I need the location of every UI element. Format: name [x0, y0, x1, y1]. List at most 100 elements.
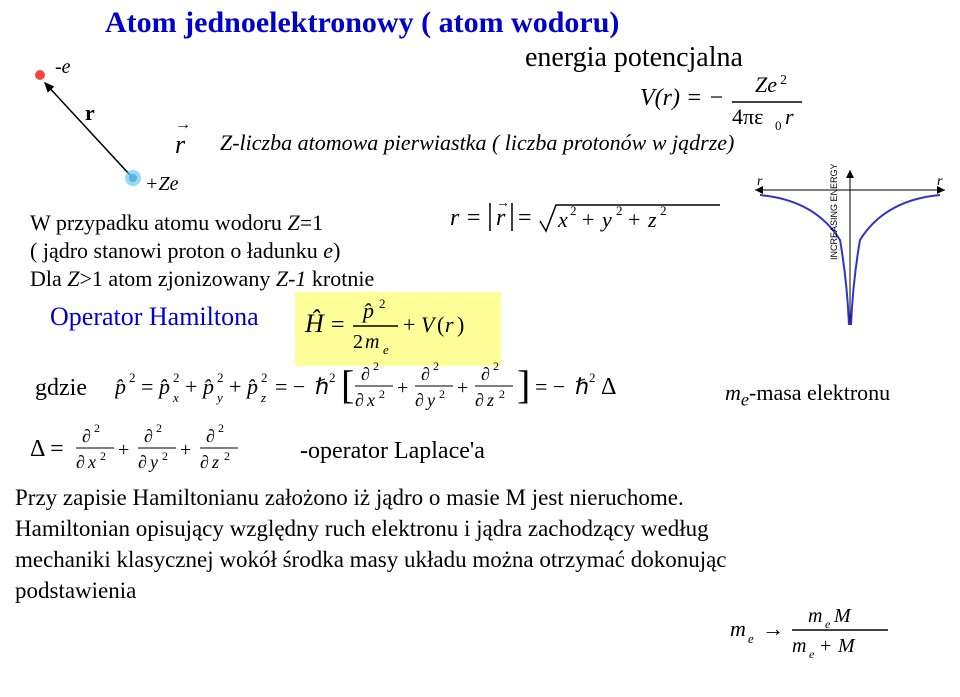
case-line-1: W przypadku atomu wodoru Z=1 — [30, 210, 323, 236]
svg-text:M: M — [837, 635, 856, 657]
svg-text:p̂: p̂ — [115, 374, 126, 399]
svg-text:r: r — [85, 100, 95, 125]
svg-text:2: 2 — [570, 203, 577, 218]
svg-text:2: 2 — [261, 370, 268, 385]
svg-text:+: + — [457, 377, 468, 399]
svg-text:2: 2 — [162, 449, 168, 463]
svg-text:= −: = − — [275, 374, 305, 399]
svg-text:Ze: Ze — [755, 72, 777, 97]
svg-text:∂: ∂ — [481, 364, 490, 384]
svg-text:∂: ∂ — [475, 390, 484, 410]
svg-text:2: 2 — [173, 370, 180, 385]
gdzie-label: gdzie — [35, 375, 87, 402]
svg-text:4πε: 4πε — [732, 104, 763, 129]
svg-text:p̂: p̂ — [201, 374, 214, 399]
svg-text:p̂: p̂ — [361, 298, 374, 323]
svg-text:2: 2 — [379, 387, 385, 401]
svg-text:2: 2 — [100, 449, 106, 463]
svg-text:+: + — [582, 207, 594, 232]
svg-text:y: y — [148, 452, 158, 472]
potential-curve-plot: r r INCREASING ENERGY — [745, 160, 955, 330]
laplacian-def: Δ = ∂ 2 ∂ x 2 + ∂ 2 ∂ y 2 + ∂ 2 ∂ z 2 — [30, 420, 290, 486]
svg-text:+Ze: +Ze — [145, 173, 179, 195]
r-magnitude-eq: r = r → = x 2 + y 2 + z 2 — [450, 195, 730, 246]
svg-text:2: 2 — [217, 370, 224, 385]
svg-text:2: 2 — [616, 203, 623, 218]
svg-text:m: m — [808, 605, 822, 627]
svg-text:e: e — [809, 647, 815, 661]
bottom-paragraph: Przy zapisie Hamiltonianu założono iż ją… — [15, 482, 735, 606]
svg-text:2: 2 — [433, 359, 439, 373]
me-mass-label: me-masa elektronu — [725, 380, 890, 410]
svg-text:2: 2 — [379, 296, 386, 311]
svg-text:ℏ: ℏ — [575, 374, 589, 399]
svg-text:x: x — [557, 207, 568, 232]
svg-text:z: z — [211, 452, 219, 472]
svg-text:e: e — [825, 617, 831, 631]
svg-text:z: z — [486, 390, 494, 410]
svg-text:Ĥ: Ĥ — [304, 309, 325, 338]
svg-text:+: + — [180, 439, 191, 461]
svg-text:p̂: p̂ — [245, 374, 258, 399]
svg-text:∂: ∂ — [361, 364, 370, 384]
svg-text:+: + — [403, 312, 415, 337]
svg-text:INCREASING ENERGY: INCREASING ENERGY — [829, 163, 839, 260]
svg-text:2: 2 — [373, 359, 379, 373]
svg-text:]: ] — [517, 362, 530, 407]
svg-text:2: 2 — [129, 370, 136, 385]
svg-text:2: 2 — [589, 370, 596, 385]
svg-text:r: r — [937, 174, 943, 189]
svg-text:): ) — [457, 312, 464, 337]
svg-text:y: y — [600, 207, 612, 232]
svg-text:r =: r = — [450, 205, 482, 231]
svg-text:+: + — [185, 374, 197, 399]
r-vector-symbol: r→ — [175, 130, 185, 160]
svg-text:2: 2 — [499, 387, 505, 401]
svg-text:→: → — [496, 196, 510, 211]
svg-text:2: 2 — [218, 421, 224, 435]
svg-text:r: r — [757, 174, 763, 189]
svg-text:V(r) = −: V(r) = − — [640, 85, 724, 111]
svg-text:∂: ∂ — [355, 390, 364, 410]
case-line-2: ( jądro stanowi proton o ładunku e) — [30, 238, 340, 264]
svg-text:∂: ∂ — [76, 452, 85, 472]
svg-text:∂: ∂ — [421, 364, 430, 384]
svg-text:=: = — [518, 205, 532, 231]
svg-text:0: 0 — [775, 118, 782, 133]
svg-text:(: ( — [437, 312, 444, 337]
svg-text:2: 2 — [493, 359, 499, 373]
svg-text:2: 2 — [439, 387, 445, 401]
svg-text:Δ =: Δ = — [30, 436, 64, 462]
svg-text:2: 2 — [660, 203, 667, 218]
svg-text:m: m — [730, 616, 746, 641]
svg-text:e: e — [383, 342, 389, 356]
case-line-3: Dla Z>1 atom zjonizowany Z-1 krotnie — [30, 266, 374, 292]
svg-text:p̂: p̂ — [157, 374, 170, 399]
svg-text:2: 2 — [329, 370, 336, 385]
potential-formula: V(r) = − Ze 2 4πε 0 r — [640, 70, 840, 141]
svg-text:2: 2 — [780, 73, 787, 88]
svg-text:[: [ — [341, 362, 354, 407]
svg-text:2: 2 — [224, 449, 230, 463]
svg-text:2: 2 — [94, 421, 100, 435]
svg-text:+: + — [820, 635, 831, 657]
svg-text:M: M — [833, 605, 852, 627]
svg-text:z: z — [647, 207, 657, 232]
svg-text:z: z — [260, 390, 266, 405]
page-title: Atom jednoelektronowy ( atom wodoru) — [105, 6, 619, 40]
svg-text:+: + — [118, 439, 129, 461]
svg-text:m: m — [365, 331, 379, 353]
svg-text:=: = — [141, 374, 153, 399]
svg-text:r: r — [445, 312, 454, 337]
svg-text:y: y — [425, 390, 435, 410]
laplace-operator-label: -operator Laplace'a — [300, 438, 485, 465]
svg-text:∂: ∂ — [415, 390, 424, 410]
svg-text:∂: ∂ — [200, 452, 209, 472]
mass-substitution-eq: m e → m e M m e + M — [730, 600, 950, 671]
svg-text:∂: ∂ — [144, 426, 153, 446]
p-squared-expansion: p̂ 2 = p̂ 2 x + p̂ 2 y + p̂ 2 z = − ℏ 2 … — [115, 358, 695, 424]
svg-text:r: r — [785, 104, 794, 129]
svg-text:y: y — [215, 390, 223, 405]
svg-text:Δ: Δ — [601, 374, 616, 400]
svg-text:e: e — [748, 631, 754, 646]
